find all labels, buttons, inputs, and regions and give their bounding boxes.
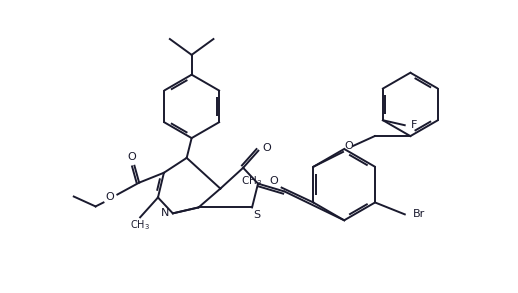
Text: O: O (263, 143, 271, 153)
Text: O: O (269, 176, 278, 186)
Text: O: O (105, 192, 114, 202)
Text: S: S (253, 210, 261, 220)
Text: F: F (410, 120, 417, 130)
Text: O: O (128, 152, 137, 162)
Text: N: N (161, 208, 169, 218)
Text: O: O (344, 141, 353, 151)
Text: CH$_3$: CH$_3$ (130, 218, 150, 232)
Text: Br: Br (412, 209, 425, 219)
Text: CH$_3$: CH$_3$ (241, 174, 263, 188)
